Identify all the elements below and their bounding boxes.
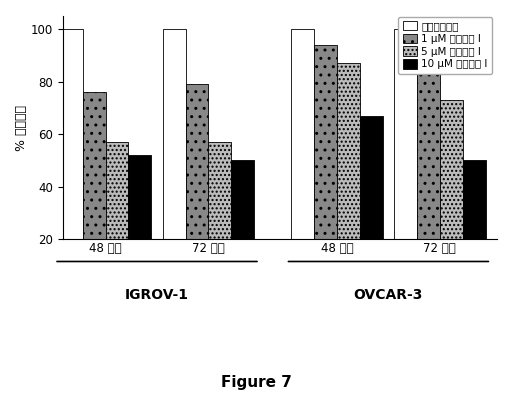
Bar: [208, 142, 231, 239]
Bar: [60, 29, 83, 239]
Bar: [417, 47, 440, 239]
Bar: [185, 84, 208, 239]
Bar: [83, 92, 105, 239]
Bar: [463, 160, 485, 239]
Bar: [337, 63, 360, 239]
Text: OVCAR-3: OVCAR-3: [354, 288, 423, 302]
Y-axis label: % 細胞増殖: % 細胞増殖: [15, 104, 28, 151]
Bar: [129, 155, 152, 239]
Text: Figure 7: Figure 7: [221, 375, 291, 390]
Text: IGROV-1: IGROV-1: [125, 288, 189, 302]
Bar: [163, 29, 185, 239]
Bar: [291, 29, 314, 239]
Bar: [394, 29, 417, 239]
Bar: [105, 142, 129, 239]
Bar: [440, 100, 463, 239]
Bar: [360, 116, 383, 239]
Bar: [231, 160, 254, 239]
Legend: コントロール, 1 μM の化合物 I, 5 μM の化合物 I, 10 μM の化合物 I: コントロール, 1 μM の化合物 I, 5 μM の化合物 I, 10 μM …: [398, 17, 492, 74]
Bar: [314, 45, 337, 239]
